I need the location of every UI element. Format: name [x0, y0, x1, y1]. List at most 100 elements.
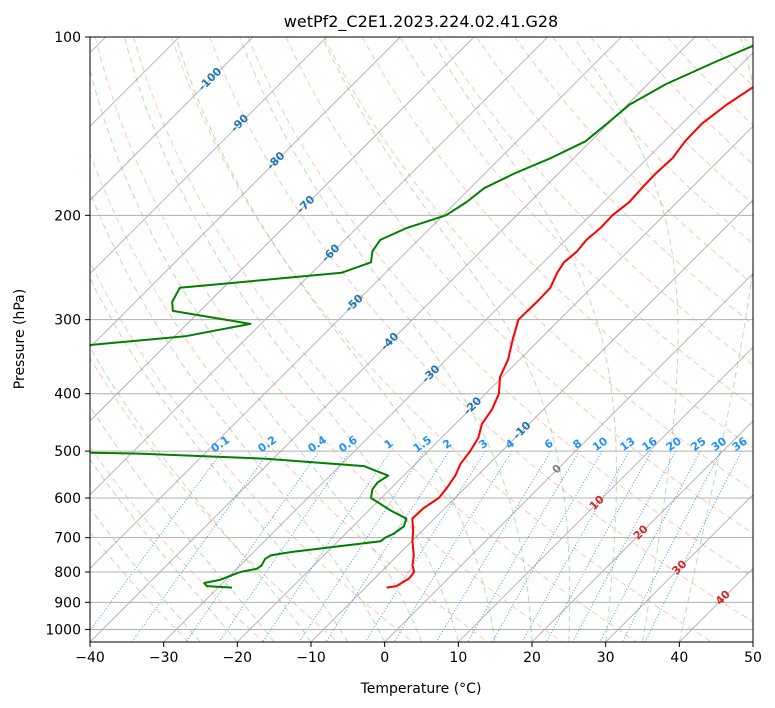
x-tick-label: 40 [670, 650, 688, 666]
moist-adiabat-line [90, 67, 422, 642]
moist-adiabat-line [124, 37, 459, 642]
isotherm-line [90, 37, 254, 201]
dry-adiabat-line [743, 37, 753, 48]
mixing-ratio-label: 6 [542, 437, 556, 452]
dry-adiabat-line [90, 152, 488, 642]
isotherm-line [90, 37, 622, 569]
mixing-ratio-line [435, 450, 552, 642]
dry-adiabat-line [285, 37, 753, 535]
isotherm-label: -60 [319, 241, 342, 264]
isotherm-line [679, 567, 753, 642]
dry-adiabat-line [90, 446, 264, 642]
isotherm-label: -40 [378, 330, 401, 353]
isotherm-line [752, 641, 753, 642]
dry-adiabat-line [590, 37, 753, 205]
dry-adiabat-line [552, 37, 753, 245]
dry-adiabat-line [90, 356, 339, 642]
x-tick-label: −40 [75, 650, 105, 666]
dry-adiabat-line [323, 37, 753, 491]
x-tick-label: −30 [149, 650, 179, 666]
dry-adiabat-line [247, 37, 753, 578]
isotherm-label: -50 [343, 292, 366, 315]
isotherm-line [458, 346, 753, 642]
x-tick-label: −10 [296, 650, 326, 666]
moist-adiabat-line [90, 346, 312, 642]
moist-adiabat-line [678, 37, 753, 642]
plot-area: -100-90-80-70-60-50-40-30-20-10010203040… [90, 37, 753, 642]
isotherm-label: 30 [669, 557, 689, 577]
dry-adiabat-line [209, 37, 753, 623]
mixing-ratio-label: 2 [440, 437, 454, 452]
isotherm-line [90, 37, 548, 496]
isotherm-label: -90 [228, 111, 251, 134]
mixing-ratio-line [467, 450, 580, 642]
x-axis-ticks: −40 −30 −20 −10 0 10 20 30 40 50 [75, 642, 762, 666]
mixing-ratio-line [545, 450, 653, 642]
y-tick-label: 100 [54, 30, 81, 46]
isotherm-line [90, 37, 475, 422]
isotherm-label: -30 [419, 362, 442, 385]
y-tick-label: 500 [54, 444, 81, 460]
isotherm-line [90, 37, 327, 275]
x-tick-label: 0 [380, 650, 389, 666]
y-tick-label: 400 [54, 387, 81, 403]
moist-adiabat-line [429, 37, 617, 642]
isotherm-label: -10 [510, 419, 533, 442]
isotherm-label: 20 [631, 522, 651, 542]
isotherm-line [310, 199, 753, 642]
moist-adiabat-line [90, 277, 349, 642]
dry-adiabat-line [90, 260, 414, 642]
y-tick-label: 600 [54, 491, 81, 507]
dry-adiabat-line [704, 37, 753, 87]
x-tick-label: −20 [223, 650, 253, 666]
dewpoint-profile-line [90, 44, 753, 589]
dry-adiabat-line [171, 37, 712, 642]
mixing-ratio-label: 0.4 [306, 433, 330, 455]
mixing-ratio-line [393, 450, 513, 642]
moist-adiabat-line [321, 37, 571, 642]
mixing-ratio-lines [90, 450, 743, 642]
mixing-ratio-line [185, 450, 320, 642]
y-tick-label: 200 [54, 208, 81, 224]
plot-frame [89, 36, 754, 643]
mixing-ratio-line [521, 450, 630, 642]
pressure-gridlines [90, 37, 753, 630]
isotherm-line [237, 125, 753, 642]
mixing-ratio-line [90, 450, 223, 632]
isotherm-line [384, 273, 753, 642]
y-tick-label: 1000 [45, 622, 81, 638]
isotherm-line [163, 52, 753, 642]
dry-adiabat-line [94, 37, 563, 642]
y-axis-ticks: 100 200 300 400 500 600 700 800 900 1000 [45, 30, 90, 638]
mixing-ratio-label: 0.6 [336, 433, 360, 455]
y-tick-label: 300 [54, 313, 81, 329]
moist-adiabat-line [90, 507, 201, 642]
mixing-ratio-line [262, 450, 392, 642]
moist-adiabat-line [573, 37, 679, 642]
moist-adiabat-line [175, 37, 496, 642]
moist-adiabat-line [90, 190, 386, 642]
x-tick-label: 50 [744, 650, 762, 666]
isotherm-line [90, 37, 696, 642]
moist-adiabat-line [90, 458, 238, 642]
dry-adiabat-line [514, 37, 753, 285]
y-tick-label: 900 [54, 595, 81, 611]
isotherm-lines [90, 37, 753, 642]
x-tick-label: 20 [523, 650, 541, 666]
mixing-ratio-label: 0.1 [209, 433, 232, 455]
isotherm-line [605, 494, 753, 642]
isotherm-label: 0 [550, 462, 565, 477]
mixing-ratio-line [599, 450, 701, 642]
mixing-ratio-line [644, 450, 743, 642]
mixing-ratio-line [131, 450, 270, 642]
dry-adiabat-line [666, 37, 753, 126]
x-tick-label: 30 [597, 650, 615, 666]
sounding-profiles [90, 44, 753, 589]
isotherm-line [90, 37, 401, 348]
isotherm-label: 40 [713, 587, 733, 607]
y-axis-label: Pressure (hPa) [12, 289, 28, 389]
chart-title: wetPf2_C2E1.2023.224.02.41.G28 [284, 12, 558, 32]
moist-adiabat-line [239, 37, 533, 642]
x-axis-label: Temperature (°C) [360, 681, 482, 697]
